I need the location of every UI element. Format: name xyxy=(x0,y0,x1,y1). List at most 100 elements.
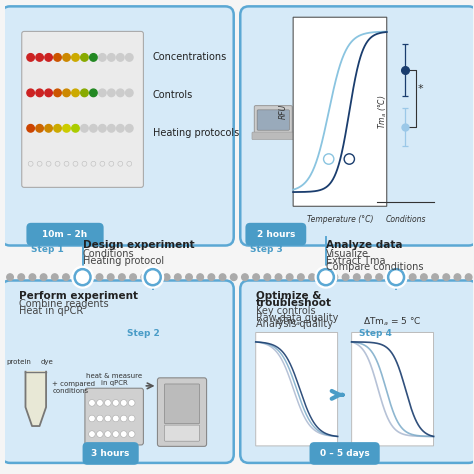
Circle shape xyxy=(454,274,461,281)
Text: troubleshoot: troubleshoot xyxy=(255,298,332,308)
Circle shape xyxy=(108,274,114,281)
FancyBboxPatch shape xyxy=(240,281,474,463)
FancyBboxPatch shape xyxy=(246,223,306,246)
Circle shape xyxy=(432,274,438,281)
Circle shape xyxy=(96,274,103,281)
Circle shape xyxy=(120,400,127,406)
Circle shape xyxy=(63,89,70,97)
Text: 2 hours: 2 hours xyxy=(256,230,295,239)
Circle shape xyxy=(120,415,127,422)
Circle shape xyxy=(99,125,106,132)
Circle shape xyxy=(242,274,248,281)
Text: Conditions: Conditions xyxy=(82,249,134,259)
Circle shape xyxy=(36,89,43,97)
FancyBboxPatch shape xyxy=(1,281,234,463)
Circle shape xyxy=(74,269,91,285)
Text: Step 1: Step 1 xyxy=(31,245,64,254)
Circle shape xyxy=(36,125,43,132)
Circle shape xyxy=(63,274,69,281)
Circle shape xyxy=(117,54,124,61)
Text: Concentrations: Concentrations xyxy=(153,53,227,63)
Circle shape xyxy=(72,266,93,288)
Circle shape xyxy=(126,89,133,97)
Circle shape xyxy=(105,415,111,422)
Circle shape xyxy=(45,54,52,61)
Circle shape xyxy=(89,400,95,406)
Circle shape xyxy=(89,431,95,438)
Circle shape xyxy=(99,89,106,97)
Text: 10m – 2h: 10m – 2h xyxy=(42,230,88,239)
Circle shape xyxy=(275,274,282,281)
Circle shape xyxy=(387,274,393,281)
FancyBboxPatch shape xyxy=(310,442,380,465)
Circle shape xyxy=(97,415,103,422)
FancyBboxPatch shape xyxy=(82,442,139,465)
Text: *: * xyxy=(418,84,424,94)
FancyBboxPatch shape xyxy=(164,425,200,441)
FancyBboxPatch shape xyxy=(164,384,200,424)
Circle shape xyxy=(81,89,88,97)
Circle shape xyxy=(298,274,304,281)
Circle shape xyxy=(99,54,106,61)
Circle shape xyxy=(410,274,416,281)
Circle shape xyxy=(130,274,137,281)
Text: Analysis quality: Analysis quality xyxy=(255,319,333,329)
FancyBboxPatch shape xyxy=(22,31,144,187)
Circle shape xyxy=(128,400,135,406)
Circle shape xyxy=(74,274,81,281)
Text: RFU: RFU xyxy=(278,104,287,119)
Circle shape xyxy=(27,125,35,132)
Text: Temperature (°C): Temperature (°C) xyxy=(307,215,373,224)
Text: $\Delta$Tm$_a$ = 5 °C: $\Delta$Tm$_a$ = 5 °C xyxy=(363,316,422,328)
Text: Perform experiment: Perform experiment xyxy=(19,291,138,301)
Circle shape xyxy=(253,274,259,281)
Text: Analyze data: Analyze data xyxy=(326,239,402,250)
FancyBboxPatch shape xyxy=(240,6,474,246)
Circle shape xyxy=(45,125,52,132)
Circle shape xyxy=(54,125,61,132)
Circle shape xyxy=(443,274,449,281)
FancyBboxPatch shape xyxy=(293,17,387,206)
FancyBboxPatch shape xyxy=(257,110,290,130)
Circle shape xyxy=(208,274,215,281)
Circle shape xyxy=(108,54,115,61)
FancyBboxPatch shape xyxy=(255,106,292,135)
Circle shape xyxy=(376,274,383,281)
Circle shape xyxy=(108,89,115,97)
FancyBboxPatch shape xyxy=(85,388,144,445)
Circle shape xyxy=(152,274,159,281)
Text: Tm$_a$ (°C): Tm$_a$ (°C) xyxy=(377,94,389,129)
Circle shape xyxy=(264,274,271,281)
Circle shape xyxy=(27,54,35,61)
Circle shape xyxy=(7,274,13,281)
Circle shape xyxy=(128,431,135,438)
Circle shape xyxy=(164,274,170,281)
Circle shape xyxy=(286,274,293,281)
Text: protein: protein xyxy=(6,359,31,365)
Text: Step 2: Step 2 xyxy=(127,329,160,338)
Circle shape xyxy=(120,431,127,438)
FancyBboxPatch shape xyxy=(252,132,294,140)
Polygon shape xyxy=(26,372,46,426)
Text: Controls: Controls xyxy=(153,90,193,100)
Circle shape xyxy=(309,274,315,281)
Circle shape xyxy=(230,274,237,281)
Circle shape xyxy=(89,415,95,422)
Circle shape xyxy=(54,89,61,97)
Circle shape xyxy=(385,266,407,288)
Circle shape xyxy=(331,274,337,281)
Circle shape xyxy=(85,274,91,281)
Circle shape xyxy=(97,400,103,406)
Circle shape xyxy=(108,125,115,132)
Text: 0 – 5 days: 0 – 5 days xyxy=(320,449,370,458)
Circle shape xyxy=(97,431,103,438)
Circle shape xyxy=(54,54,61,61)
Circle shape xyxy=(90,89,97,97)
Circle shape xyxy=(90,125,97,132)
Text: Key controls: Key controls xyxy=(255,306,315,316)
Circle shape xyxy=(81,54,88,61)
Circle shape xyxy=(52,274,58,281)
Circle shape xyxy=(142,266,164,288)
Text: Step 3: Step 3 xyxy=(250,245,283,254)
Circle shape xyxy=(29,274,36,281)
